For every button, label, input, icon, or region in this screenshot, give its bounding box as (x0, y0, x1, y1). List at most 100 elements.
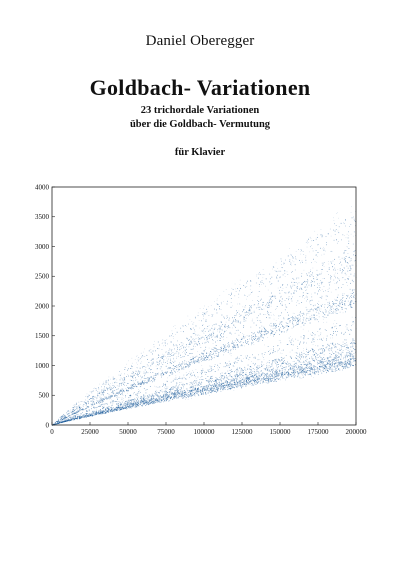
data-point (185, 353, 187, 355)
data-point (330, 281, 331, 283)
data-point (259, 338, 261, 340)
data-point (265, 374, 266, 375)
data-point (264, 373, 265, 374)
data-point (241, 379, 242, 381)
data-point (292, 320, 294, 321)
data-point (249, 382, 250, 383)
data-point (293, 326, 294, 328)
data-point (158, 392, 160, 394)
data-point (270, 352, 271, 354)
data-point (333, 304, 334, 305)
data-point (316, 355, 318, 356)
data-point (280, 322, 282, 324)
data-point (69, 419, 71, 421)
data-point (335, 312, 337, 314)
data-point (127, 403, 128, 404)
data-point (195, 389, 196, 390)
data-point (299, 376, 301, 378)
data-point (300, 356, 302, 358)
data-point (79, 417, 81, 419)
data-point (120, 404, 121, 406)
data-point (245, 357, 247, 359)
data-point (106, 397, 108, 399)
data-point (235, 377, 236, 379)
data-point (172, 393, 173, 394)
data-point (61, 421, 63, 423)
subtitle-line-2: über die Goldbach- Vermutung (129, 119, 271, 130)
data-point (162, 397, 164, 399)
data-point (226, 375, 227, 377)
data-point (339, 305, 341, 307)
data-point (334, 363, 336, 364)
data-point (182, 394, 183, 395)
data-point (234, 371, 235, 373)
data-point (152, 378, 154, 379)
data-point (158, 398, 160, 400)
data-point (335, 363, 337, 364)
data-point (111, 404, 113, 406)
data-point (259, 313, 261, 315)
data-point (145, 378, 147, 380)
data-point (242, 369, 243, 371)
data-point (96, 412, 98, 414)
data-point (246, 375, 248, 376)
data-point (133, 400, 135, 401)
data-point (287, 361, 288, 363)
data-point (74, 410, 76, 411)
data-point (188, 396, 189, 398)
data-point (101, 410, 103, 412)
data-point (249, 381, 251, 383)
data-point (330, 306, 332, 307)
data-point (145, 400, 146, 401)
data-point (276, 325, 277, 326)
data-point (229, 363, 231, 365)
data-point (176, 396, 178, 398)
data-point (300, 372, 302, 373)
data-point (296, 324, 298, 325)
data-point (130, 404, 132, 405)
data-point (249, 372, 250, 374)
data-point (309, 318, 311, 320)
data-point (226, 364, 228, 366)
data-point (156, 401, 157, 403)
data-point (247, 355, 248, 357)
data-point (149, 386, 151, 387)
data-point (207, 387, 208, 389)
data-point (115, 408, 117, 410)
data-point (136, 403, 138, 404)
data-point (93, 414, 94, 416)
data-point (202, 388, 204, 390)
data-point (136, 394, 138, 396)
data-point (289, 320, 291, 322)
data-point (146, 382, 148, 384)
data-point (257, 370, 258, 372)
data-point (159, 399, 160, 400)
data-point (269, 324, 270, 326)
data-point (293, 367, 295, 369)
data-point (94, 413, 96, 414)
data-point (344, 299, 346, 301)
data-point (87, 415, 89, 416)
data-point (176, 395, 177, 397)
author-name: Daniel Oberegger (145, 33, 255, 49)
data-point (176, 367, 178, 368)
data-point (271, 380, 272, 382)
data-point (242, 379, 243, 381)
data-point (312, 366, 314, 367)
data-point (300, 368, 302, 370)
data-point (298, 369, 300, 370)
data-point (159, 397, 160, 399)
data-point (230, 385, 232, 387)
data-point (196, 393, 197, 394)
data-point (167, 392, 169, 393)
data-point (171, 372, 173, 373)
data-point (220, 350, 222, 352)
data-point (211, 392, 212, 394)
data-point (258, 365, 260, 367)
data-point (256, 369, 258, 370)
data-point (226, 365, 228, 367)
data-point (91, 413, 92, 415)
data-point (65, 421, 67, 422)
data-point (130, 402, 131, 404)
data-point (281, 362, 283, 363)
